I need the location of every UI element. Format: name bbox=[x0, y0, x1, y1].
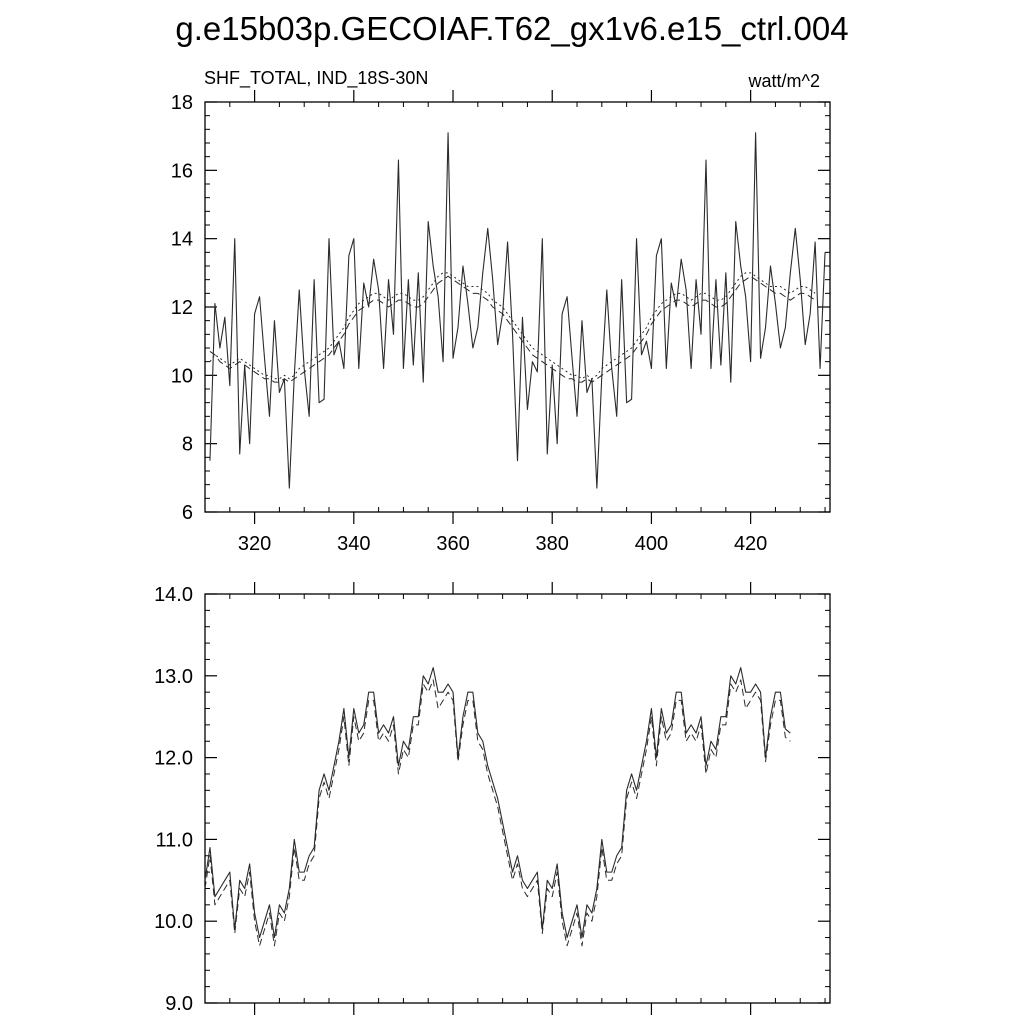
top-panel-y-tick-label: 8 bbox=[182, 434, 193, 456]
bottom-panel-y-tick-label: 11.0 bbox=[156, 829, 193, 851]
bottom-panel-y-tick-label: 14.0 bbox=[154, 584, 193, 606]
top-panel-x-tick-label: 320 bbox=[238, 533, 271, 555]
top-panel-y-tick-label: 18 bbox=[171, 92, 193, 114]
top-panel-variable-label: SHF_TOTAL, IND_18S-30N bbox=[204, 68, 428, 89]
top-panel-units-label: watt/m^2 bbox=[748, 71, 820, 91]
top-panel-y-tick-label: 6 bbox=[182, 502, 193, 524]
top-panel: 320 340 360 380 400 420 6 8 10 12 14 16 18 bbox=[171, 90, 831, 555]
top-panel-y-tick-label: 12 bbox=[171, 297, 193, 319]
top-panel-series-line-dotted bbox=[209, 272, 816, 380]
bottom-panel-y-tick-label: 10.0 bbox=[154, 911, 193, 933]
top-panel-x-tick-label: 380 bbox=[536, 533, 569, 555]
bottom-panel-y-tick-label: 12.0 bbox=[154, 748, 193, 770]
top-panel-y-tick-label: 10 bbox=[171, 365, 193, 387]
bottom-panel-plot-frame bbox=[204, 593, 831, 1004]
bottom-panel-y-tick-label: 13.0 bbox=[154, 666, 193, 688]
bottom-panel: 9.0 10.0 11.0 12.0 13.0 14.0 bbox=[154, 582, 831, 1015]
top-panel-series-line-dashed bbox=[209, 275, 816, 383]
bottom-panel-series-line-solid bbox=[204, 667, 791, 939]
top-panel-y-tick-label: 14 bbox=[171, 229, 193, 251]
top-panel-x-tick-label: 360 bbox=[436, 533, 469, 555]
top-panel-series-line-solid bbox=[209, 132, 826, 489]
bottom-panel-y-tick-label: 9.0 bbox=[165, 993, 193, 1015]
top-panel-x-tick-label: 400 bbox=[635, 533, 668, 555]
chart-title: g.e15b03p.GECOIAF.T62_gx1v6.e15_ctrl.004 bbox=[175, 10, 848, 47]
top-panel-x-tick-label: 340 bbox=[337, 533, 370, 555]
top-panel-x-tick-label: 420 bbox=[734, 533, 767, 555]
bottom-panel-series-line-dashed bbox=[204, 679, 791, 947]
top-panel-y-tick-label: 16 bbox=[171, 160, 193, 182]
